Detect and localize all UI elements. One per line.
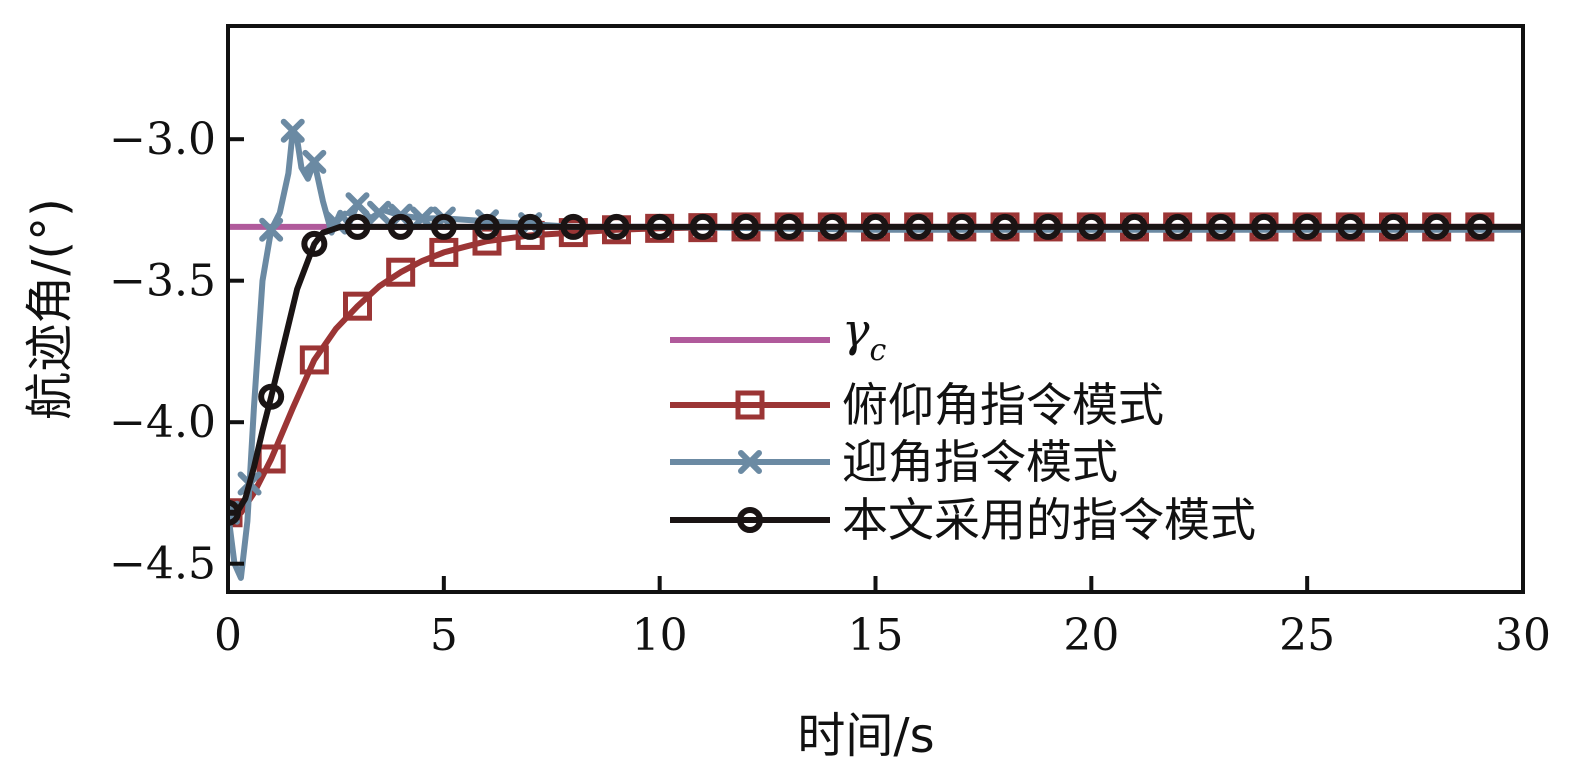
- series-3-marker-10: [646, 213, 673, 240]
- series-3-marker-28: [1423, 213, 1450, 240]
- y-tick-label-3: −4.5: [109, 539, 216, 590]
- series-2-marker-3: [280, 118, 305, 143]
- series-3-marker-17: [948, 213, 975, 240]
- series-3-marker-11: [689, 213, 716, 240]
- series-3-marker-19: [1035, 213, 1062, 240]
- series-3-marker-26: [1337, 213, 1364, 240]
- plot-area: [228, 118, 1523, 581]
- y-axis-title: 航迹角/(°): [22, 198, 78, 420]
- y-tick-label-2: −4.0: [109, 397, 216, 448]
- x-tick-label-5: 25: [1279, 610, 1335, 661]
- series-3-marker-7: [517, 213, 544, 240]
- series-3-marker-6: [474, 213, 500, 240]
- series-3-marker-25: [1294, 213, 1321, 240]
- series-3-line: [228, 223, 1523, 516]
- series-3-marker-27: [1380, 213, 1407, 240]
- series-3-marker-3: [344, 213, 371, 240]
- x-tick-label-3: 15: [848, 610, 904, 661]
- series-3-marker-12: [733, 213, 759, 240]
- legend-label-subscript: c: [870, 333, 887, 368]
- x-tick-label-6: 30: [1495, 610, 1551, 661]
- series-3-marker-24: [1251, 213, 1277, 240]
- series-1-marker-5: [429, 237, 459, 267]
- series-2-marker-6: [345, 192, 370, 217]
- x-tick-label-0: 0: [214, 610, 242, 661]
- series-1-marker-3: [343, 291, 372, 321]
- series-3-marker-9: [603, 213, 630, 240]
- y-tick-label-1: −3.5: [109, 256, 216, 307]
- x-axis-title: 时间/s: [797, 708, 934, 764]
- y-tick-label-0: −3.0: [109, 114, 216, 165]
- legend-item-0: γc: [670, 303, 887, 368]
- legend-marker-2: [738, 450, 762, 474]
- legend-item-2: 迎角指令模式: [670, 435, 1118, 489]
- series-3-marker-23: [1207, 213, 1234, 240]
- legend-label-1: 俯仰角指令模式: [842, 378, 1164, 432]
- series-3-marker-1: [258, 383, 285, 410]
- legend-marker-3: [737, 507, 763, 533]
- series-3-marker-13: [776, 213, 803, 240]
- series-3-marker-0: [228, 499, 241, 526]
- legend-label-0: γc: [842, 303, 887, 368]
- series-3-marker-21: [1121, 213, 1148, 240]
- series-2-marker-2: [259, 217, 284, 242]
- series-3-marker-4: [387, 213, 414, 240]
- axis-tick-labels: 0 5 10 15 20 25 30 −3.0 −3.5 −4.0 −4.5: [109, 114, 1551, 661]
- series-3-marker-8: [560, 213, 587, 240]
- series-3-marker-22: [1164, 213, 1191, 240]
- x-tick-label-4: 20: [1063, 610, 1119, 661]
- series-1-marker-4: [386, 257, 416, 287]
- legend-marker-1: [735, 390, 765, 420]
- series-3-marker-20: [1078, 213, 1105, 240]
- legend-label-3: 本文采用的指令模式: [842, 493, 1256, 547]
- series-3-marker-18: [992, 213, 1018, 240]
- series-3-marker-5: [430, 213, 457, 240]
- series-3-marker-16: [905, 213, 932, 240]
- series-3: [228, 213, 1523, 526]
- series-1-marker-8: [558, 218, 588, 248]
- x-tick-label-2: 10: [632, 610, 688, 661]
- series-2-marker-4: [302, 149, 327, 174]
- series-3-marker-2: [301, 230, 328, 257]
- series-3-marker-29: [1466, 213, 1493, 240]
- series-3-marker-15: [862, 213, 889, 240]
- legend-item-1: 俯仰角指令模式: [670, 378, 1164, 432]
- series-2-marker-7: [367, 200, 392, 225]
- axis-ticks: [226, 137, 1525, 592]
- legend-item-3: 本文采用的指令模式: [670, 493, 1256, 547]
- legend-label-2: 迎角指令模式: [842, 435, 1118, 489]
- x-tick-label-1: 5: [430, 610, 458, 661]
- series-1-marker-2: [299, 345, 329, 375]
- series-1-marker-1: [256, 444, 286, 474]
- series-3-marker-14: [819, 213, 846, 240]
